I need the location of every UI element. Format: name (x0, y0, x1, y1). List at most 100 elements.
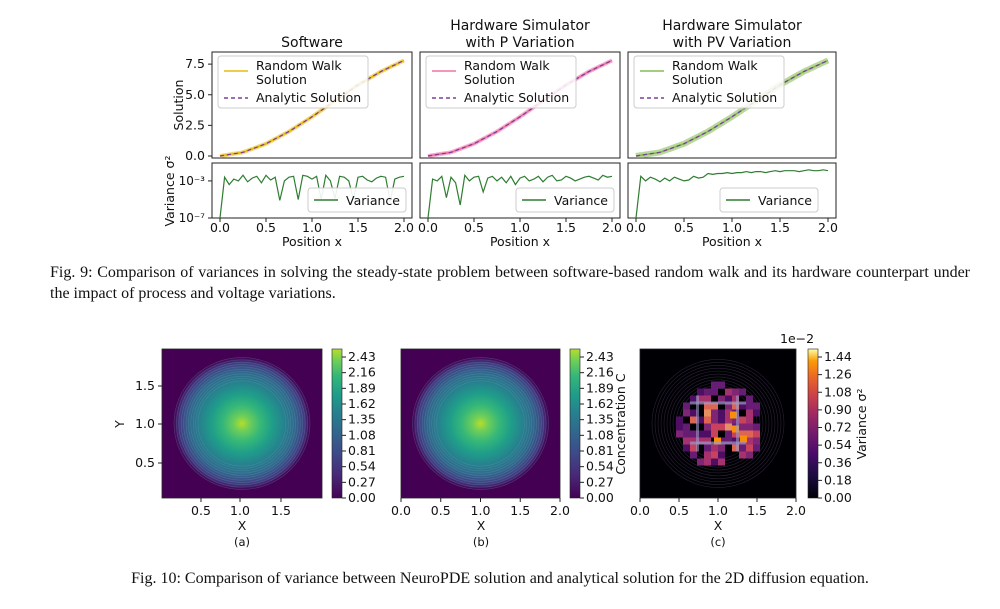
variance-cell (746, 395, 753, 403)
colorbar-tick-label: 1.35 (348, 412, 376, 427)
legend-analytic: Analytic Solution (672, 90, 777, 105)
fig9-xlabel: Position x (490, 234, 550, 249)
variance-cell (718, 416, 725, 424)
variance-cell (718, 444, 725, 452)
colorbar-tick-label: 0.72 (824, 420, 852, 435)
variance-cell (676, 416, 683, 424)
fig10-xtick-label: 1.0 (230, 503, 250, 518)
colorbar-tick-label: 2.16 (586, 365, 614, 380)
fig9-variance-legend (307, 187, 407, 213)
colorbar-tick-label: 1.08 (824, 384, 852, 399)
variance-cell (746, 430, 753, 438)
fig9-ytick-label: 5.0 (185, 87, 205, 102)
colorbar-tick-label: 0.27 (586, 474, 614, 489)
variance-cell (690, 395, 697, 403)
variance-cell (725, 430, 732, 438)
fig10-sublabel: (a) (234, 535, 250, 549)
variance-cell (690, 451, 697, 459)
fig10-colorbar-scale: 1e−2 (780, 331, 814, 346)
variance-cell (725, 437, 732, 445)
fig9-panel-title: Software (281, 35, 343, 51)
variance-cell (739, 402, 746, 410)
fig10-panel-c (639, 348, 797, 499)
legend-random-walk-2: Solution (672, 72, 723, 87)
variance-cell (746, 444, 753, 452)
colorbar-tick-label: 0.00 (824, 490, 852, 505)
variance-cell (683, 423, 690, 431)
variance-cell (676, 423, 683, 431)
fig9-variance-line (635, 169, 829, 219)
variance-cell (683, 437, 690, 445)
variance-cell (739, 451, 746, 459)
variance-cell (753, 409, 760, 417)
fig10-colorbar-b: 2.432.161.891.621.351.080.810.540.270.00 (569, 348, 614, 505)
variance-cell (718, 381, 725, 389)
variance-cell (746, 451, 753, 459)
fig9-variance-legend (719, 187, 819, 213)
variance-cell (690, 444, 697, 452)
variance-cell (732, 444, 739, 452)
fig9-ytick-label: 2.5 (185, 117, 205, 132)
fig9-xtick-label: 1.5 (348, 220, 368, 235)
colorbar-gradient (569, 348, 581, 499)
variance-hotspot (730, 411, 737, 419)
fig9-xtick-label: 1.5 (556, 220, 576, 235)
variance-cell (718, 409, 725, 417)
fig9-xtick-label: 1.0 (722, 220, 742, 235)
fig9-panel-title: with P Variation (465, 35, 574, 51)
fig10-xlabel: X (477, 518, 486, 533)
fig9-variance-legend (515, 187, 615, 213)
fig9-xtick-label: 0.0 (418, 220, 438, 235)
variance-cell (753, 444, 760, 452)
colorbar-tick-label: 0.81 (348, 443, 376, 458)
variance-cell (746, 423, 753, 431)
fig9-variance-line (219, 173, 405, 219)
variance-cell (725, 409, 732, 417)
colorbar-tick-label: 2.43 (586, 349, 614, 364)
fig10-xtick-label: 0.5 (431, 503, 451, 518)
legend-random-walk-2: Solution (464, 72, 515, 87)
variance-cell (711, 381, 718, 389)
variance-cell (718, 451, 725, 459)
colorbar-tick-label: 2.43 (348, 349, 376, 364)
variance-cell (746, 416, 753, 424)
fig9-panel-title: with PV Variation (673, 35, 792, 51)
legend-random-walk-2: Solution (256, 72, 307, 87)
fig10-xtick-label: 0.0 (391, 503, 411, 518)
fig10-colorbar-label-c: Variance σ² (854, 389, 869, 460)
fig9-xtick-label: 2.0 (818, 220, 838, 235)
fig9-panel-title: Hardware Simulator (662, 18, 802, 34)
colorbar-tick-label: 1.62 (348, 396, 376, 411)
variance-cell (704, 437, 711, 445)
fig9-xtick-label: 0.5 (464, 220, 484, 235)
variance-cell (718, 437, 725, 445)
legend-random-walk: Random Walk (672, 58, 758, 73)
gaussian-blob (412, 357, 549, 490)
colorbar-tick-label: 0.27 (348, 474, 376, 489)
fig10-ytick-label: 1.5 (135, 378, 155, 393)
fig9-xtick-label: 0.5 (674, 220, 694, 235)
variance-cell (739, 388, 746, 396)
variance-cell (753, 430, 760, 438)
fig10-panel-b (400, 348, 561, 499)
variance-cell (676, 430, 683, 438)
fig10-sublabel: (b) (473, 535, 489, 549)
fig10-ylabel: Y (112, 420, 127, 429)
figure-10: 2.432.161.891.621.351.080.810.540.270.00… (112, 331, 869, 549)
legend-random-walk: Random Walk (464, 58, 550, 73)
variance-cell (704, 409, 711, 417)
fig9-top-axes (419, 51, 621, 159)
legend-analytic: Analytic Solution (464, 90, 569, 105)
legend-variance: Variance (554, 193, 608, 208)
fig10-xtick-label: 2.0 (550, 503, 570, 518)
fig10-xtick-label: 0.5 (191, 503, 211, 518)
variance-cell (697, 416, 704, 424)
variance-cell (732, 430, 739, 438)
variance-cell (711, 416, 718, 424)
fig9-ytick-label: 7.5 (185, 56, 205, 71)
fig10-xtick-label: 1.0 (471, 503, 491, 518)
variance-cell (718, 395, 725, 403)
fig9-xtick-label: 2.0 (394, 220, 414, 235)
fig10-xtick-label: 1.5 (747, 503, 767, 518)
